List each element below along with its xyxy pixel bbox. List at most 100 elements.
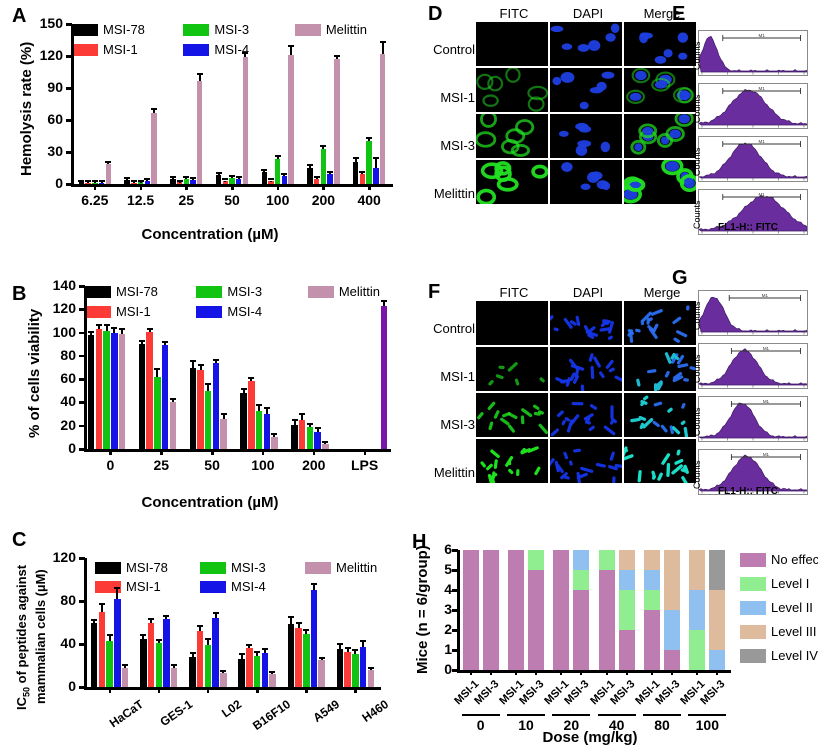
error-cap bbox=[379, 41, 386, 44]
stacked-segment bbox=[482, 550, 499, 670]
stacked-segment bbox=[598, 550, 615, 570]
x-tick bbox=[651, 670, 653, 675]
flow-histogram-control: M1 bbox=[698, 290, 808, 336]
error-cap bbox=[176, 179, 183, 182]
legend-label-melittin: Melittin bbox=[336, 560, 378, 575]
y-tick bbox=[452, 669, 458, 672]
panel-c-y-axis-title-line2: mammalian cells (µM) bbox=[33, 569, 48, 704]
x-tick bbox=[469, 670, 472, 675]
bar-msi-1-200 bbox=[313, 178, 320, 184]
x-tick-label: L02 bbox=[218, 697, 244, 721]
bar-melittin-0 bbox=[118, 333, 126, 449]
error-cap bbox=[105, 160, 112, 163]
bar-msi-4-100 bbox=[263, 414, 271, 449]
bar-msi-1-400 bbox=[359, 174, 366, 184]
error-cap bbox=[137, 179, 144, 182]
error-cap bbox=[204, 638, 211, 641]
stacked-segment bbox=[618, 550, 635, 570]
svg-text:M1: M1 bbox=[763, 452, 770, 457]
micrograph-control-merge bbox=[624, 301, 696, 345]
bar-msi-1-200 bbox=[298, 419, 306, 449]
bar-msi-78-50 bbox=[215, 174, 222, 184]
error-cap bbox=[256, 403, 263, 406]
error-cap bbox=[235, 176, 242, 179]
panel-h-y-axis-title: Mice (n = 6/group) bbox=[414, 545, 431, 674]
dose-group-label: 0 bbox=[476, 717, 485, 733]
panel-d: D FITC DAPI Merge Control MSI-1 MSI-3 Me… bbox=[420, 0, 696, 232]
bar-msi-3-L02 bbox=[204, 644, 212, 687]
panel-b-label: B bbox=[12, 283, 27, 305]
error-cap bbox=[322, 441, 329, 444]
error-cap bbox=[372, 157, 379, 160]
stacked-segment bbox=[709, 650, 726, 670]
error-cap bbox=[215, 171, 222, 174]
y-tick bbox=[79, 424, 85, 428]
micrograph-msi-3-merge bbox=[624, 114, 696, 158]
error-bar bbox=[191, 361, 194, 368]
error-cap bbox=[299, 413, 306, 416]
error-cap bbox=[148, 618, 155, 621]
y-tick bbox=[452, 629, 458, 632]
error-bar bbox=[100, 182, 103, 183]
x-tick bbox=[211, 449, 214, 455]
legend-item-msi4: MSI-4 bbox=[183, 42, 280, 57]
legend-item-msi78: MSI-78 bbox=[85, 284, 182, 299]
micrograph-msi-3-fitc bbox=[476, 114, 548, 158]
bar-msi-1-A549 bbox=[295, 627, 302, 687]
error-bar bbox=[374, 159, 377, 168]
micrograph-content bbox=[561, 162, 611, 191]
stacked-segment bbox=[618, 590, 635, 630]
error-cap bbox=[154, 368, 161, 371]
error-cap bbox=[295, 621, 302, 624]
y-tick bbox=[452, 569, 458, 572]
micrograph-control-merge bbox=[624, 22, 696, 66]
legend-swatch-melittin bbox=[307, 285, 334, 298]
y-tick bbox=[79, 378, 85, 381]
error-bar bbox=[93, 620, 96, 624]
legend-label-level2: Level II bbox=[771, 600, 813, 615]
error-bar bbox=[198, 75, 201, 81]
stacked-segment bbox=[644, 610, 660, 670]
bar-msi-1-12.5 bbox=[131, 182, 137, 184]
error-bar bbox=[237, 178, 240, 180]
flow-histogram-melittin: M1 bbox=[698, 189, 808, 235]
x-tick-label: 6.25 bbox=[81, 192, 109, 208]
error-bar bbox=[150, 620, 153, 624]
bar-msi-1-B16F10 bbox=[246, 647, 253, 687]
y-tick bbox=[79, 600, 85, 603]
panel-e: E M1 Counts M1 Counts M1 Counts M1 Counts FL1-H… bbox=[668, 0, 818, 240]
x-tick bbox=[93, 184, 97, 190]
error-cap bbox=[155, 638, 162, 641]
legend-label-msi1: MSI-1 bbox=[116, 304, 151, 319]
error-bar bbox=[214, 613, 217, 619]
panel-b: B MSI-78 MSI-1 MSI-3 MS bbox=[0, 272, 420, 522]
error-bar bbox=[271, 672, 274, 674]
y-tick-label: 80 bbox=[60, 592, 76, 608]
error-bar bbox=[242, 389, 245, 394]
error-bar bbox=[148, 329, 151, 332]
micrograph-melittin-fitc bbox=[476, 160, 548, 204]
error-cap bbox=[88, 330, 95, 333]
x-tick bbox=[671, 670, 673, 675]
panel-d-col-fitc: FITC bbox=[499, 6, 529, 21]
legend-item-msi1: MSI-1 bbox=[95, 579, 190, 594]
error-cap bbox=[140, 634, 147, 637]
stacked-segment bbox=[553, 550, 570, 670]
bar-melittin-HaCaT bbox=[121, 667, 129, 687]
error-cap bbox=[162, 341, 169, 344]
legend-label-msi4: MSI-4 bbox=[227, 304, 263, 319]
legend-item-msi1: MSI-1 bbox=[85, 304, 182, 319]
error-bar bbox=[322, 147, 325, 150]
svg-text:M1: M1 bbox=[763, 346, 770, 351]
x-tick bbox=[696, 670, 699, 675]
micrograph-content bbox=[550, 23, 620, 52]
x-tick-label: 25 bbox=[178, 192, 195, 208]
error-cap bbox=[242, 52, 249, 55]
y-tick-label: 120 bbox=[52, 549, 76, 565]
legend-label-melittin: Melittin bbox=[325, 22, 368, 37]
bar-msi-78-L02 bbox=[189, 656, 196, 687]
error-cap bbox=[333, 54, 340, 57]
panel-d-row-control: Control bbox=[433, 42, 475, 57]
legend-swatch-melittin bbox=[294, 23, 321, 36]
error-cap bbox=[118, 328, 125, 331]
